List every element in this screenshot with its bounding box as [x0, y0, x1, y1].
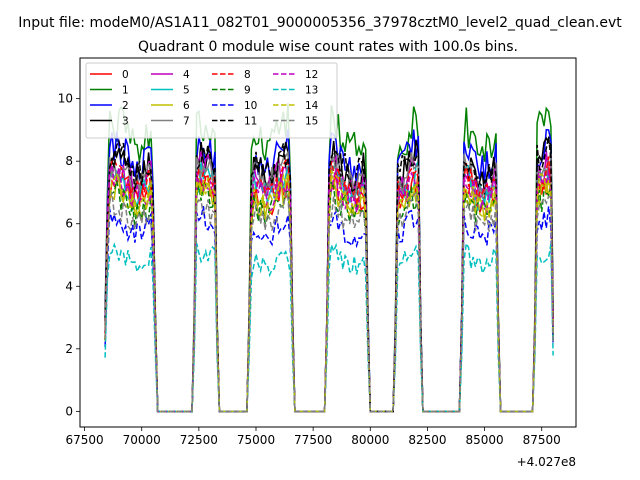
x-axis: 67500 70000 72500 75000 77500 80000 82500 85000…: [65, 427, 561, 447]
y-tick-label: 6: [65, 217, 73, 231]
series-layer: [104, 103, 554, 413]
y-tick-label: 10: [58, 92, 73, 106]
y-axis: 0 2 4 6 8 10: [58, 92, 80, 418]
x-tick-label: 85000: [465, 433, 503, 447]
legend-label-8: 8: [244, 69, 251, 81]
x-tick-label: 82500: [408, 433, 446, 447]
legend-label-0: 0: [122, 69, 129, 81]
legend-label-11: 11: [244, 116, 257, 128]
x-tick-label: 75000: [237, 433, 275, 447]
legend-box: [85, 62, 338, 139]
legend-label-1: 1: [122, 85, 129, 97]
x-tick-label: 77500: [294, 433, 332, 447]
legend-label-15: 15: [305, 116, 318, 128]
series-line-13: [104, 241, 554, 413]
legend-label-13: 13: [305, 85, 318, 97]
y-tick-label: 2: [65, 342, 73, 356]
legend-label-2: 2: [122, 100, 129, 112]
x-tick-label: 72500: [180, 433, 218, 447]
figure-suptitle: Input file: modeM0/AS1A11_082T01_9000005…: [18, 15, 622, 31]
legend-label-10: 10: [244, 100, 257, 112]
legend-label-9: 9: [244, 85, 251, 97]
y-tick-label: 8: [65, 154, 73, 168]
legend-label-12: 12: [305, 69, 318, 81]
chart-title: Quadrant 0 module wise count rates with …: [138, 39, 518, 55]
legend-label-4: 4: [183, 69, 190, 81]
x-tick-label: 80000: [351, 433, 389, 447]
x-tick-label: 67500: [65, 433, 103, 447]
x-offset-label: +4.027e8: [517, 455, 576, 469]
legend-label-7: 7: [183, 116, 190, 128]
legend-label-3: 3: [122, 116, 129, 128]
plot-frame: [79, 57, 577, 428]
y-tick-label: 0: [65, 404, 73, 418]
x-tick-label: 87500: [523, 433, 561, 447]
series-line-15: [104, 191, 554, 413]
legend-label-5: 5: [183, 85, 190, 97]
y-tick-label: 4: [65, 279, 73, 293]
legend-label-6: 6: [183, 100, 190, 112]
legend-label-14: 14: [305, 100, 319, 112]
x-tick-label: 70000: [123, 433, 161, 447]
